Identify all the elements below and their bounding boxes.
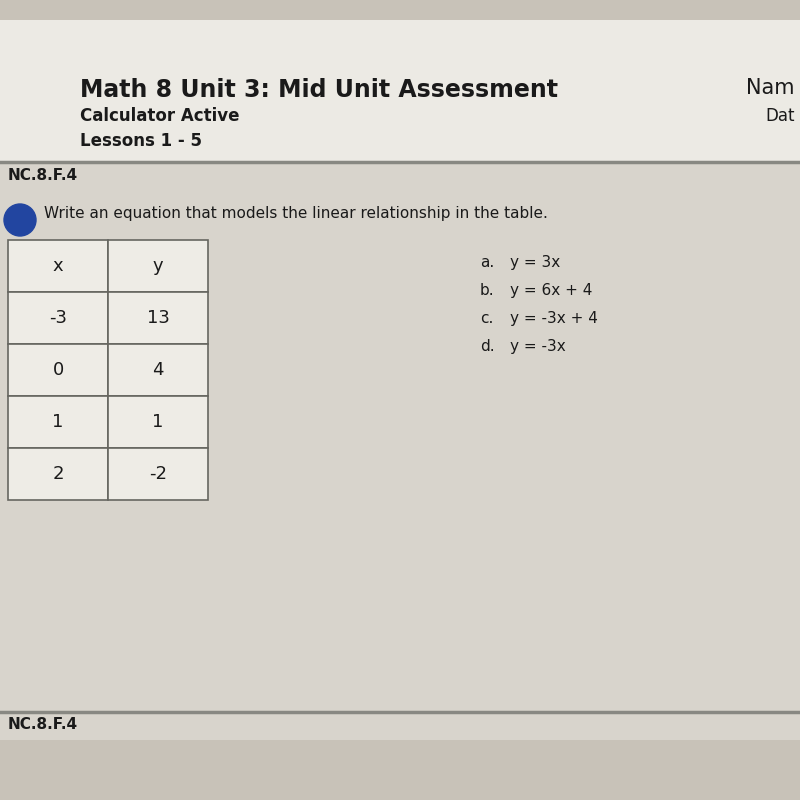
Bar: [8, 396, 108, 448]
Bar: [0, 162, 800, 740]
Text: y: y: [153, 257, 163, 275]
Text: Dat: Dat: [766, 107, 795, 125]
Text: y = -3x: y = -3x: [510, 339, 566, 354]
Text: NC.8.F.4: NC.8.F.4: [8, 717, 78, 732]
Text: NC.8.F.4: NC.8.F.4: [8, 168, 78, 183]
Text: x: x: [53, 257, 63, 275]
Bar: [8, 292, 108, 344]
Text: c.: c.: [480, 311, 494, 326]
Text: Lessons 1 - 5: Lessons 1 - 5: [80, 132, 202, 150]
Text: a.: a.: [480, 255, 494, 270]
Text: y = -3x + 4: y = -3x + 4: [510, 311, 598, 326]
Bar: [108, 448, 208, 500]
Text: Math 8 Unit 3: Mid Unit Assessment: Math 8 Unit 3: Mid Unit Assessment: [80, 78, 558, 102]
Bar: [8, 448, 108, 500]
Text: 4: 4: [152, 361, 164, 379]
Text: 0: 0: [52, 361, 64, 379]
Text: 1: 1: [52, 413, 64, 431]
Text: d.: d.: [480, 339, 494, 354]
Text: -2: -2: [149, 465, 167, 483]
Text: Nam: Nam: [746, 78, 795, 98]
Bar: [8, 240, 108, 292]
Text: Calculator Active: Calculator Active: [80, 107, 239, 125]
Text: b.: b.: [480, 283, 494, 298]
Text: 2: 2: [52, 465, 64, 483]
Text: 1: 1: [152, 413, 164, 431]
Bar: [108, 344, 208, 396]
Bar: [108, 240, 208, 292]
Bar: [108, 292, 208, 344]
Text: y = 3x: y = 3x: [510, 255, 560, 270]
Circle shape: [4, 204, 36, 236]
Text: Write an equation that models the linear relationship in the table.: Write an equation that models the linear…: [44, 206, 548, 221]
Text: 13: 13: [146, 309, 170, 327]
Text: -3: -3: [49, 309, 67, 327]
Text: y = 6x + 4: y = 6x + 4: [510, 283, 592, 298]
Bar: [108, 396, 208, 448]
Bar: [8, 344, 108, 396]
